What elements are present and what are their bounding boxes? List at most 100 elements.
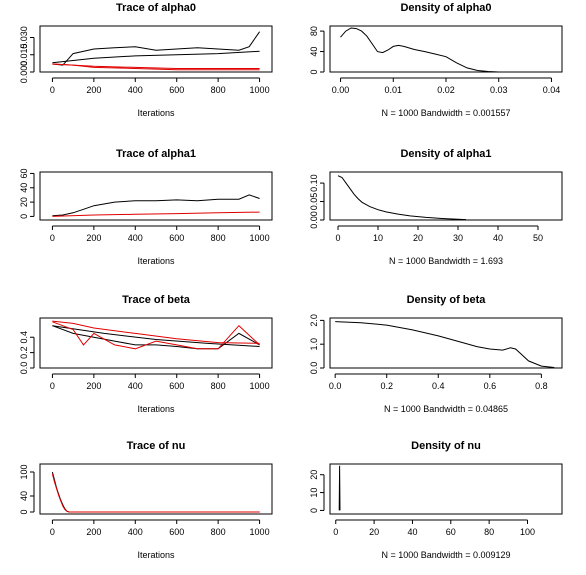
y-tick-label: 80 bbox=[309, 26, 319, 36]
y-tick-label: 0 bbox=[19, 214, 29, 219]
x-tick-label: 600 bbox=[169, 381, 184, 391]
y-tick-label: 0.000 bbox=[19, 61, 29, 84]
y-tick-label: 1.0 bbox=[309, 338, 319, 351]
x-tick-label: 50 bbox=[533, 233, 543, 243]
series-line bbox=[52, 63, 260, 69]
x-tick-label: 800 bbox=[211, 85, 226, 95]
y-tick-label: 0 bbox=[309, 69, 319, 74]
y-tick-label: 40 bbox=[19, 183, 29, 193]
y-tick-label: 20 bbox=[309, 470, 319, 480]
x-tick-label: 0.6 bbox=[484, 381, 497, 391]
series-line bbox=[52, 325, 260, 350]
x-tick-label: 0.0 bbox=[329, 381, 342, 391]
plot-box bbox=[39, 25, 273, 73]
x-axis-label: N = 1000 Bandwidth = 0.009129 bbox=[381, 550, 510, 560]
plot-box bbox=[329, 25, 563, 73]
x-tick-label: 0 bbox=[333, 527, 338, 537]
x-tick-label: 20 bbox=[369, 527, 379, 537]
y-tick-label: 40 bbox=[19, 491, 29, 501]
y-tick-label: 0.0 bbox=[309, 362, 319, 375]
x-tick-label: 400 bbox=[128, 85, 143, 95]
x-tick-label: 600 bbox=[169, 233, 184, 243]
x-tick-label: 60 bbox=[446, 527, 456, 537]
y-tick-label: 10 bbox=[309, 488, 319, 498]
panel-title: Density of alpha0 bbox=[400, 2, 491, 14]
y-tick-label: 60 bbox=[19, 168, 29, 178]
x-axis-label: N = 1000 Bandwidth = 1.693 bbox=[389, 256, 503, 266]
series-line bbox=[52, 321, 260, 350]
x-tick-label: 0.03 bbox=[490, 85, 508, 95]
series-line bbox=[52, 194, 260, 217]
x-tick-label: 200 bbox=[86, 381, 101, 391]
y-tick-label: 0.4 bbox=[19, 331, 29, 344]
plot-box bbox=[39, 463, 273, 515]
x-tick-label: 600 bbox=[169, 527, 184, 537]
panel-title: Trace of beta bbox=[122, 294, 191, 306]
y-tick-label: 0 bbox=[309, 508, 319, 513]
y-tick-label: 40 bbox=[309, 47, 319, 57]
x-axis-label: Iterations bbox=[137, 256, 175, 266]
series-line bbox=[337, 175, 467, 221]
plot-box bbox=[39, 317, 273, 369]
plot-box bbox=[39, 171, 273, 221]
x-tick-label: 0.04 bbox=[543, 85, 561, 95]
panel-title: Density of alpha1 bbox=[400, 148, 491, 160]
plot-box bbox=[329, 463, 563, 515]
x-tick-label: 0.00 bbox=[332, 85, 350, 95]
y-tick-label: 0 bbox=[19, 509, 29, 514]
series-line bbox=[52, 50, 260, 64]
x-tick-label: 0.4 bbox=[432, 381, 445, 391]
series-line bbox=[51, 473, 260, 513]
y-tick-label: 0.05 bbox=[309, 193, 319, 211]
x-tick-label: 0 bbox=[50, 85, 55, 95]
x-tick-label: 1000 bbox=[250, 233, 270, 243]
series-line bbox=[340, 27, 499, 73]
panel-title: Trace of nu bbox=[127, 440, 186, 452]
x-tick-label: 100 bbox=[520, 527, 535, 537]
y-tick-label: 2.0 bbox=[309, 314, 319, 327]
y-tick-label: 20 bbox=[19, 197, 29, 207]
y-tick-label: 0.00 bbox=[309, 211, 319, 229]
y-tick-label: 0.030 bbox=[19, 26, 29, 49]
y-tick-label: 0.0 bbox=[19, 362, 29, 375]
series-line bbox=[52, 325, 260, 347]
panel-title: Density of nu bbox=[411, 440, 481, 452]
panel-title: Trace of alpha0 bbox=[116, 2, 196, 14]
series-line bbox=[52, 31, 261, 66]
x-tick-label: 600 bbox=[169, 85, 184, 95]
y-tick-label: 100 bbox=[19, 464, 29, 479]
x-tick-label: 1000 bbox=[250, 527, 270, 537]
x-tick-label: 10 bbox=[373, 233, 383, 243]
x-tick-label: 30 bbox=[453, 233, 463, 243]
panel-title: Trace of alpha1 bbox=[116, 148, 196, 160]
x-axis-label: Iterations bbox=[137, 550, 175, 560]
x-tick-label: 400 bbox=[128, 527, 143, 537]
series-line bbox=[52, 320, 260, 344]
x-tick-label: 0.2 bbox=[380, 381, 393, 391]
x-tick-label: 0.01 bbox=[385, 85, 403, 95]
x-axis-label: N = 1000 Bandwidth = 0.001557 bbox=[381, 108, 510, 118]
y-tick-label: 0.10 bbox=[309, 174, 319, 192]
x-tick-label: 80 bbox=[484, 527, 494, 537]
x-tick-label: 0.02 bbox=[437, 85, 455, 95]
x-tick-label: 0 bbox=[50, 381, 55, 391]
x-tick-label: 0 bbox=[50, 233, 55, 243]
series-line bbox=[52, 211, 260, 217]
x-tick-label: 20 bbox=[413, 233, 423, 243]
x-tick-label: 800 bbox=[211, 233, 226, 243]
x-tick-label: 40 bbox=[407, 527, 417, 537]
y-tick-label: 0.015 bbox=[19, 43, 29, 66]
x-tick-label: 0.8 bbox=[535, 381, 548, 391]
x-tick-label: 40 bbox=[493, 233, 503, 243]
x-tick-label: 1000 bbox=[250, 85, 270, 95]
x-tick-label: 800 bbox=[211, 381, 226, 391]
x-tick-label: 1000 bbox=[250, 381, 270, 391]
plot-box bbox=[329, 317, 563, 369]
x-tick-label: 800 bbox=[211, 527, 226, 537]
x-axis-label: Iterations bbox=[137, 404, 175, 414]
x-tick-label: 400 bbox=[128, 381, 143, 391]
x-tick-label: 200 bbox=[86, 527, 101, 537]
x-axis-label: Iterations bbox=[137, 108, 175, 118]
panel-title: Density of beta bbox=[407, 294, 487, 306]
